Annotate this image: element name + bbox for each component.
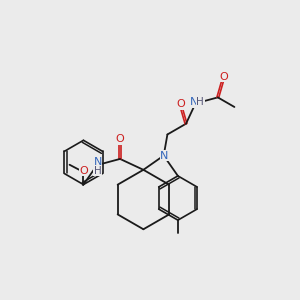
Text: O: O [79,166,88,176]
Text: N: N [160,151,169,160]
Text: H: H [196,97,204,107]
Text: O: O [116,134,124,144]
Text: H: H [94,166,102,176]
Text: N: N [190,97,198,107]
Text: O: O [220,72,229,82]
Text: O: O [177,99,185,109]
Text: N: N [94,158,102,167]
